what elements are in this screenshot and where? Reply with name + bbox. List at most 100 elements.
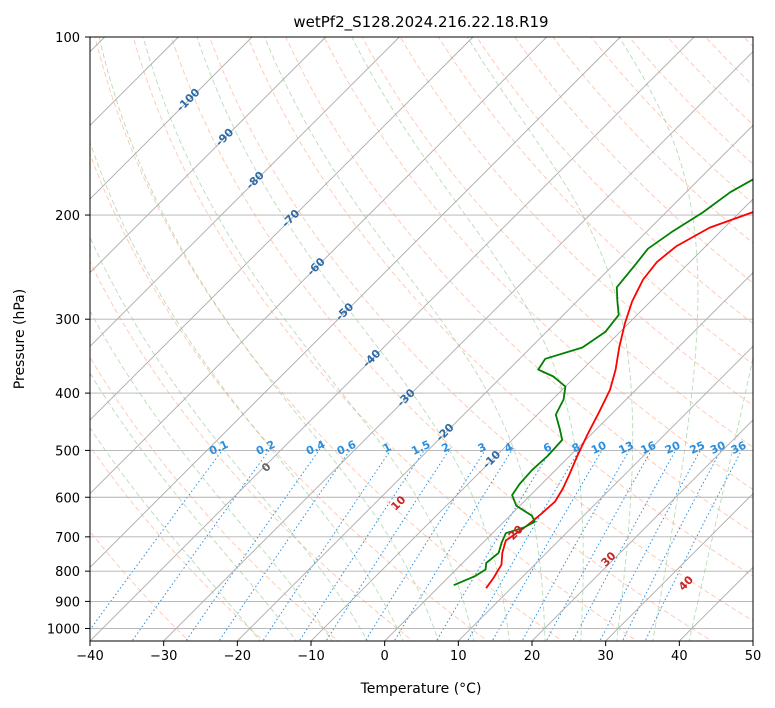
dry-adiabat (323, 37, 753, 491)
x-tick-label: −30 (150, 649, 177, 664)
dry-adiabat (90, 260, 414, 641)
y-tick-label: 400 (55, 387, 80, 402)
isotherm-line (90, 37, 621, 568)
y-axis-label: Pressure (hPa) (12, 289, 28, 389)
dry-adiabat (514, 37, 753, 284)
y-tick-label: 500 (55, 444, 80, 459)
isotherm-line (310, 198, 753, 641)
mixing-ratio-line (262, 447, 393, 641)
mixing-ratio-label: 6 (541, 440, 554, 455)
mixing-ratio-label: 0.4 (304, 438, 327, 458)
dry-adiabat (704, 37, 753, 87)
dry-adiabat (90, 530, 190, 641)
moist-adiabat-label: 20 (506, 523, 526, 543)
dry-adiabat (666, 37, 753, 126)
isotherm-line (384, 272, 753, 641)
isotherm-line (90, 37, 326, 274)
isotherm-line (90, 37, 400, 347)
isotherm-label: -30 (395, 386, 418, 409)
isotherm-line (458, 345, 753, 641)
mixing-ratio-line (131, 447, 272, 641)
dry-adiabat (90, 152, 489, 641)
y-tick-label: 600 (55, 491, 80, 506)
mixing-ratio-label: 16 (639, 439, 659, 457)
x-tick-label: 40 (671, 649, 688, 664)
y-tick-label: 200 (55, 209, 80, 224)
mixing-ratio-label: 0.1 (207, 438, 230, 458)
mixing-ratio-line (185, 447, 322, 641)
line-labels: -100-90-80-70-60-50-40-30-20-100.1 0.2 0.4… (174, 85, 749, 593)
mixing-ratio-line (621, 447, 723, 641)
isotherm-label: -100 (174, 85, 203, 114)
isotherm-line (163, 51, 753, 641)
mixing-ratio-line (435, 447, 553, 641)
moist-adiabat-label: 10 (388, 493, 408, 513)
temperature-profile (485, 211, 753, 589)
mixing-ratio-label: 3 (476, 440, 488, 455)
isotherm-line (679, 566, 753, 641)
moist-adiabat (90, 427, 261, 641)
x-tick-label: 50 (745, 649, 762, 664)
moist-adiabat (90, 372, 297, 641)
mixing-ratio-label: 1 (381, 440, 393, 455)
isotherm-line (237, 124, 753, 641)
moist-adiabat (90, 140, 404, 641)
dry-adiabat (399, 37, 753, 406)
mixing-ratio-line (521, 447, 632, 641)
mixing-ratio-label: 36 (729, 439, 749, 457)
dry-adiabat (90, 356, 339, 641)
isotherm-line (90, 37, 474, 421)
mixing-ratio-label: 13 (617, 439, 636, 457)
y-tick-label: 100 (55, 31, 80, 46)
mixing-ratio-line (545, 447, 654, 641)
mixing-ratio-label: 0.6 (335, 438, 358, 458)
moist-adiabat (90, 236, 369, 641)
dry-adiabat (247, 37, 753, 577)
isotherm-line (605, 493, 753, 641)
mixing-ratio-line (364, 447, 488, 641)
y-tick-label: 700 (55, 531, 80, 546)
moist-adiabat-label: 30 (599, 549, 619, 569)
x-tick-label: −10 (297, 649, 324, 664)
background-lines (90, 24, 775, 644)
y-tick-label: 300 (55, 313, 80, 328)
mixing-ratio-label: 30 (708, 439, 728, 457)
dry-adiabat (437, 37, 753, 365)
profile-lines (453, 178, 753, 589)
isotherm-label: -50 (333, 300, 356, 323)
mixing-ratio-label: 20 (663, 439, 683, 457)
x-tick-label: 0 (381, 649, 389, 664)
mixing-ratio-label: 0.2 (254, 438, 277, 458)
x-tick-label: 10 (450, 649, 467, 664)
mixing-ratio-line (572, 447, 678, 641)
isotherm-line (531, 419, 753, 641)
dry-adiabat (476, 37, 753, 324)
isotherm-line (90, 37, 253, 200)
moist-adiabat (90, 310, 333, 641)
mixing-ratio-label: 1.5 (409, 438, 432, 458)
isotherm-line (752, 640, 753, 641)
mixing-ratio-line (644, 447, 744, 641)
x-tick-label: −40 (76, 649, 103, 664)
dry-adiabat (90, 445, 265, 641)
isotherm-label: -80 (244, 169, 267, 192)
y-tick-label: 1000 (47, 622, 80, 637)
moist-adiabat-label: 40 (676, 573, 696, 593)
mixing-ratio-label: 10 (589, 439, 609, 457)
isotherm-label: -60 (305, 255, 328, 278)
dry-adiabat (285, 37, 753, 534)
x-axis-label: Temperature (°C) (360, 681, 482, 697)
dry-adiabat (170, 37, 713, 641)
chart-title: wetPf2_S128.2024.216.22.18.R19 (293, 13, 548, 32)
isotherm-label: -40 (360, 347, 383, 370)
x-tick-label: 30 (597, 649, 614, 664)
mixing-ratio-line (466, 447, 582, 641)
axes: −40 −30 −20 −10 0 10 20 30 40 5010020030040050060… (47, 31, 761, 664)
dry-adiabat (552, 37, 753, 244)
isotherm-line (90, 37, 547, 495)
dry-adiabat (769, 24, 775, 644)
moist-adiabat (688, 355, 753, 641)
mixing-ratio-line (393, 447, 514, 641)
mixing-ratio-line (298, 447, 427, 641)
dry-adiabat (361, 37, 753, 448)
